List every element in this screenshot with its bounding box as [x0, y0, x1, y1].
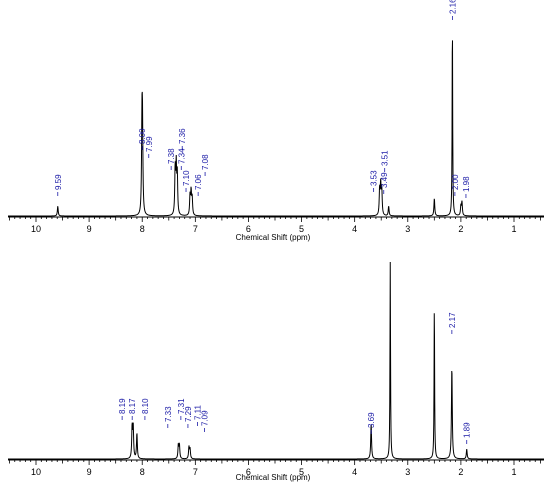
top-tick-label: 9 [87, 224, 92, 234]
bottom-spectrum-line [8, 261, 544, 460]
bottom-tick-label: 4 [352, 467, 357, 477]
bottom-tick-label: 6 [246, 467, 251, 477]
bottom-x-axis-title: Chemical Shift (ppm) [236, 473, 311, 482]
top-peak-label: 8.00 [138, 128, 147, 144]
top-peak-label: 7.06 [194, 174, 203, 190]
bottom-spectrum-chart: 10 9 8 7 6 5 4 3 2 1 Chemical Shift (ppm) 8.19 8.1… [8, 261, 544, 482]
top-peak-label: 2.16 [448, 0, 457, 14]
top-peak-label: 3.53 [370, 170, 379, 186]
top-tick-label: 1 [511, 224, 516, 234]
top-peak-label: 9.59 [54, 174, 63, 190]
bottom-tick-label: 5 [299, 467, 304, 477]
top-spectrum-chart: 10 9 8 7 6 5 4 3 2 1 Chemical Shift (ppm) 9.59 8.0… [8, 0, 544, 242]
bottom-tick-label: 2 [458, 467, 463, 477]
bottom-peak-label: 8.17 [128, 398, 137, 414]
top-x-axis-ticks: 10 9 8 7 6 5 4 3 2 1 [9, 217, 541, 234]
top-peak-label: 3.51 [381, 150, 390, 166]
top-tick-label: 6 [246, 224, 251, 234]
bottom-tick-label: 1 [511, 467, 516, 477]
top-spectrum-line [8, 40, 544, 217]
top-peak-label: 2.00 [451, 174, 460, 190]
top-tick-label: 8 [140, 224, 145, 234]
top-peak-label: 3.49 [380, 172, 389, 188]
top-tick-label: 5 [299, 224, 304, 234]
bottom-peak-label: 1.89 [463, 422, 472, 438]
bottom-peak-label: 8.19 [118, 398, 127, 414]
top-tick-label: 2 [458, 224, 463, 234]
bottom-tick-label: 3 [405, 467, 410, 477]
top-tick-label: 3 [405, 224, 410, 234]
top-peak-label: 7.99 [145, 136, 154, 152]
top-peak-label: 1.98 [462, 176, 471, 192]
top-tick-label: 4 [352, 224, 357, 234]
top-tick-label: 10 [31, 224, 41, 234]
top-x-axis-title: Chemical Shift (ppm) [236, 233, 311, 242]
bottom-tick-label: 7 [193, 467, 198, 477]
top-peak-label: 7.38 [167, 148, 176, 164]
bottom-x-axis-ticks: 10 9 8 7 6 5 4 3 2 1 [9, 460, 541, 477]
bottom-peak-label: 8.10 [141, 398, 150, 414]
bottom-peak-label: 7.31 [177, 398, 186, 414]
top-peak-label: 7.34 [177, 148, 186, 164]
bottom-peak-label: 7.33 [164, 406, 173, 422]
bottom-peak-labels: 8.19 8.17 8.10 7.33 7.317.29 7.117.09 3.69 2.17… [118, 312, 472, 444]
top-peak-label: 7.08 [201, 154, 210, 170]
top-tick-label: 7 [193, 224, 198, 234]
bottom-tick-label: 10 [31, 467, 41, 477]
bottom-tick-label: 9 [87, 467, 92, 477]
bottom-peak-label: 7.09 [201, 410, 210, 426]
bottom-tick-label: 8 [140, 467, 145, 477]
top-peak-label: 7.10 [182, 170, 191, 186]
top-peak-label: 7.36 [178, 128, 187, 144]
bottom-peak-label: 3.69 [367, 412, 376, 428]
top-peak-labels: 9.59 8.007.99 7.387.36 7.10 7.34 7.08 7.06 3.53… [54, 0, 471, 198]
bottom-peak-label: 2.17 [448, 312, 457, 328]
bottom-peak-label: 7.29 [184, 406, 193, 422]
bottom-peak-label: 7.11 [193, 404, 202, 420]
